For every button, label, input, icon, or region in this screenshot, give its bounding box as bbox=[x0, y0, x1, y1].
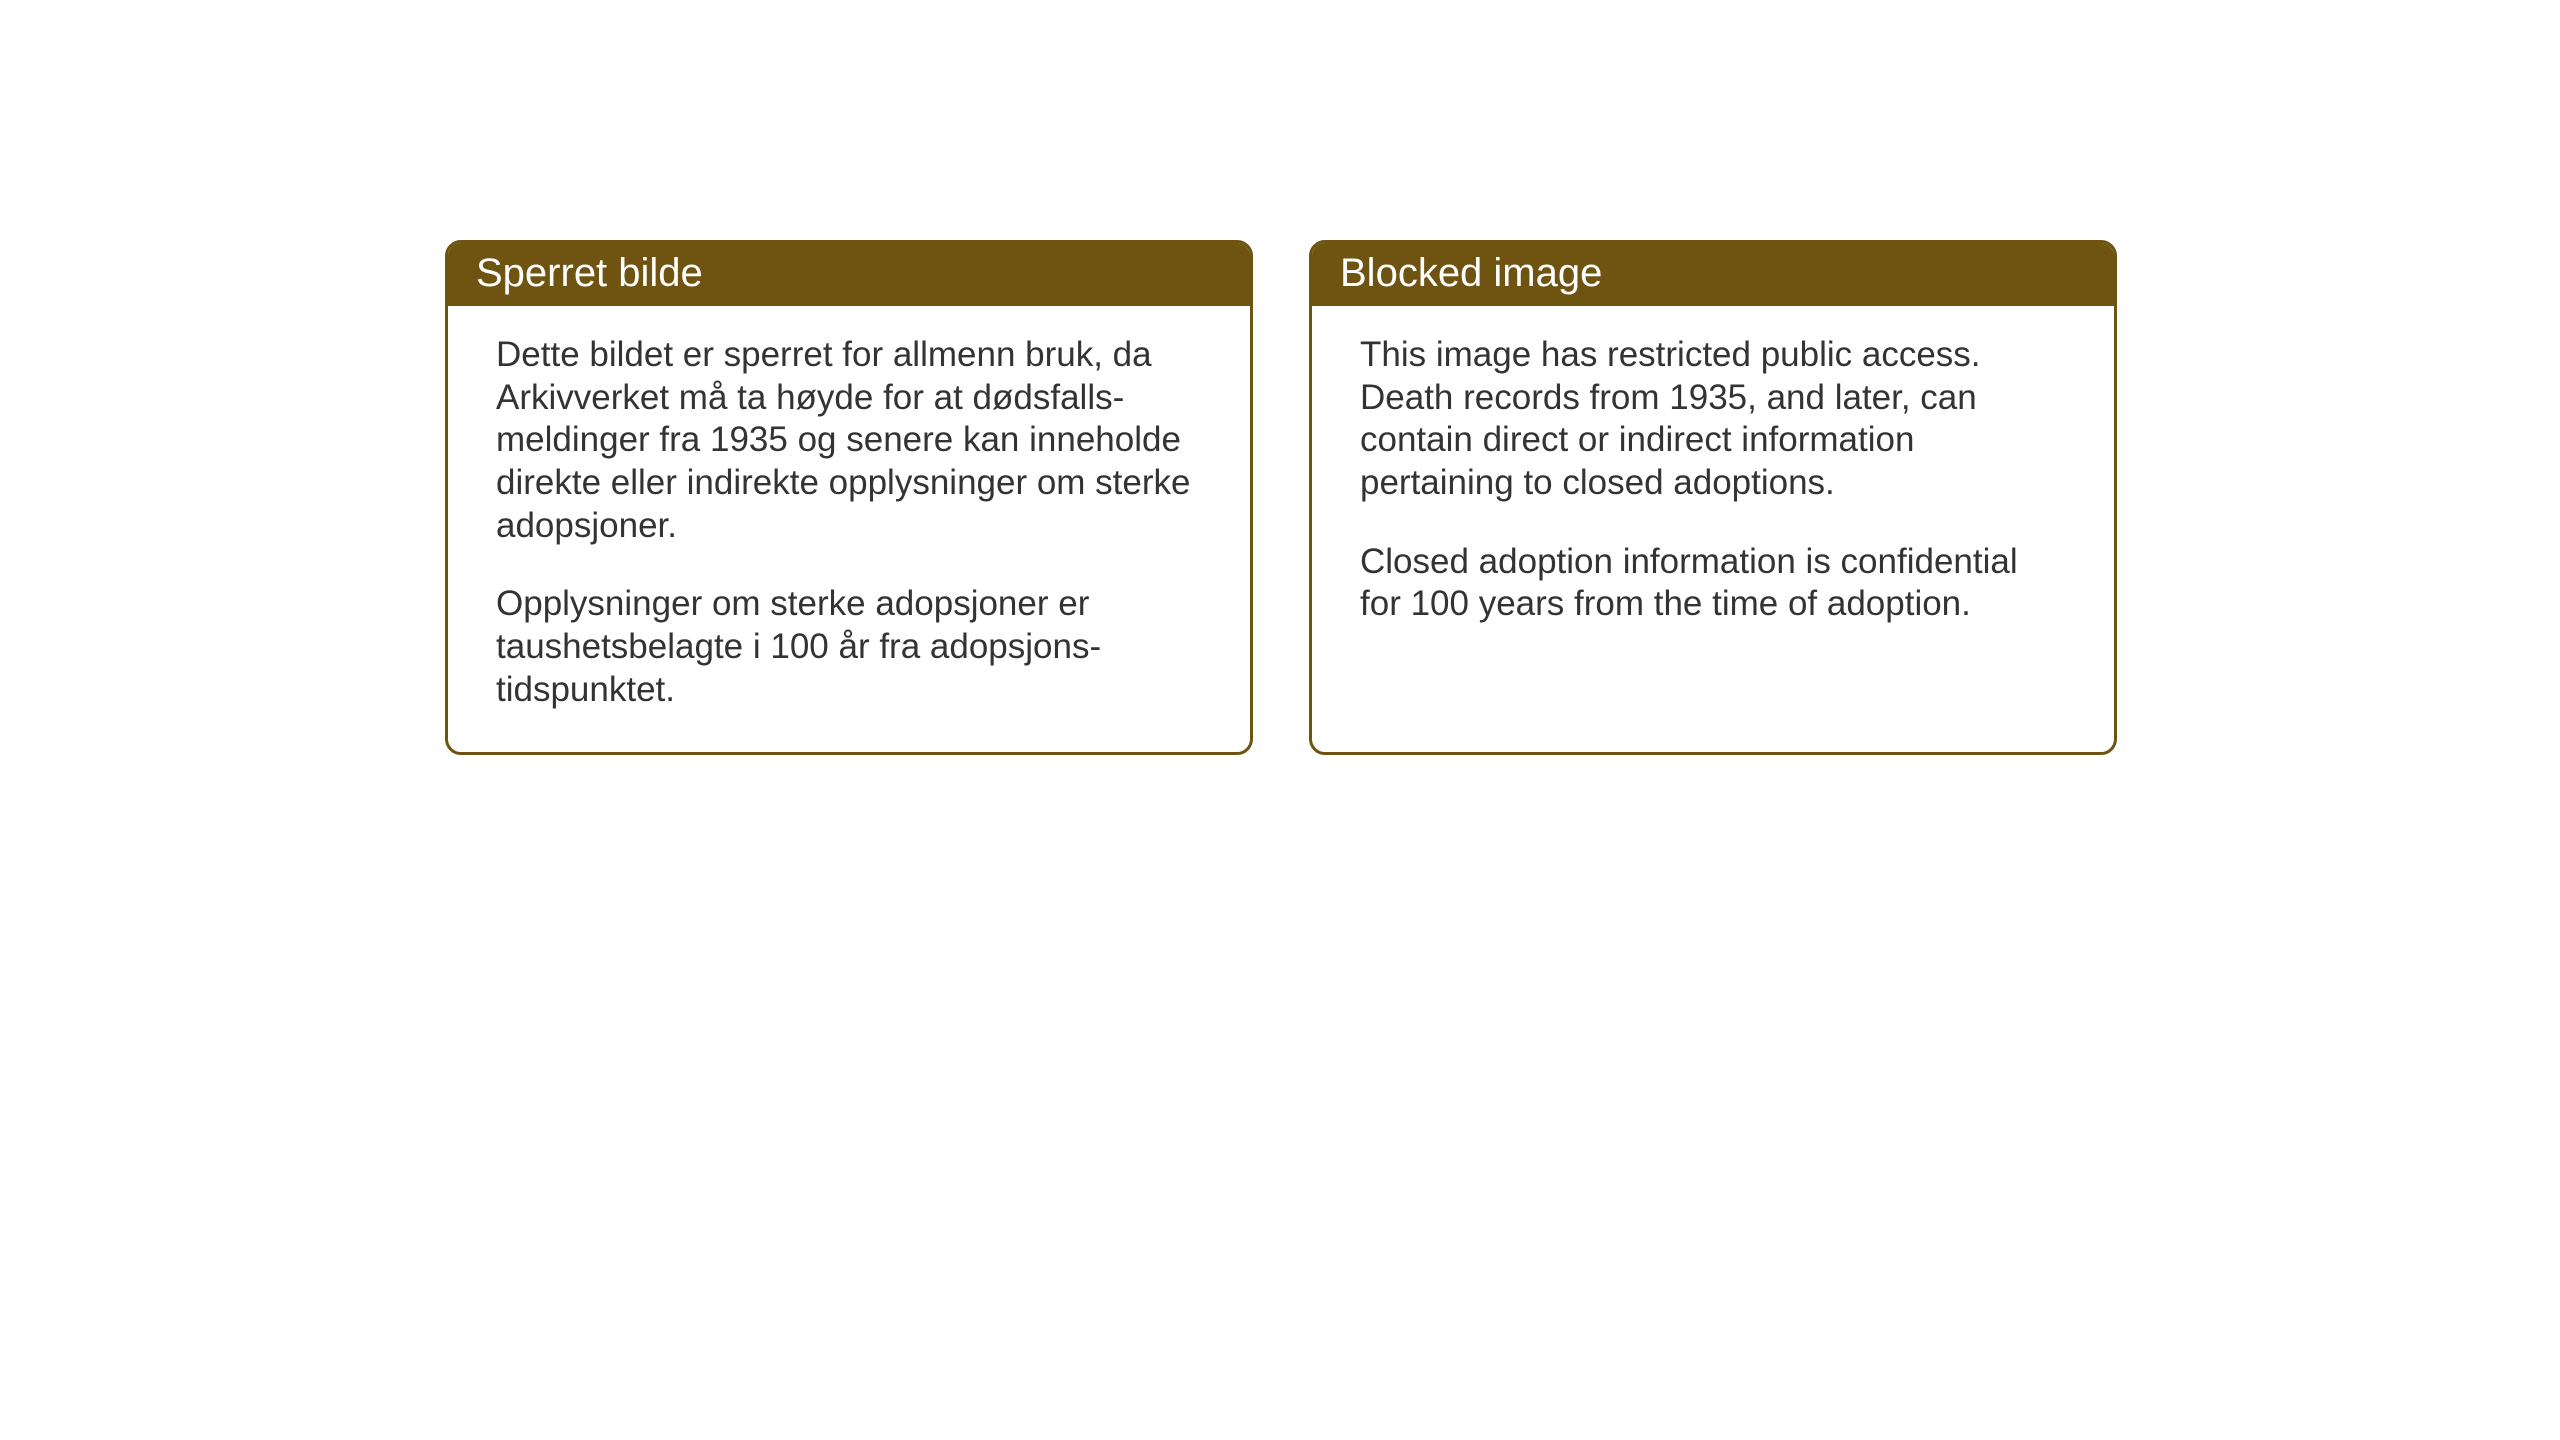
notice-header-norwegian: Sperret bilde bbox=[448, 243, 1250, 306]
notice-card-english: Blocked image This image has restricted … bbox=[1309, 240, 2117, 755]
notice-cards-container: Sperret bilde Dette bildet er sperret fo… bbox=[445, 240, 2117, 755]
notice-body-english: This image has restricted public access.… bbox=[1312, 306, 2114, 666]
notice-paragraph: Closed adoption information is confident… bbox=[1360, 541, 2066, 626]
notice-header-english: Blocked image bbox=[1312, 243, 2114, 306]
notice-paragraph: Dette bildet er sperret for allmenn bruk… bbox=[496, 334, 1202, 547]
notice-paragraph: Opplysninger om sterke adopsjoner er tau… bbox=[496, 583, 1202, 711]
notice-paragraph: This image has restricted public access.… bbox=[1360, 334, 2066, 505]
notice-card-norwegian: Sperret bilde Dette bildet er sperret fo… bbox=[445, 240, 1253, 755]
notice-body-norwegian: Dette bildet er sperret for allmenn bruk… bbox=[448, 306, 1250, 752]
